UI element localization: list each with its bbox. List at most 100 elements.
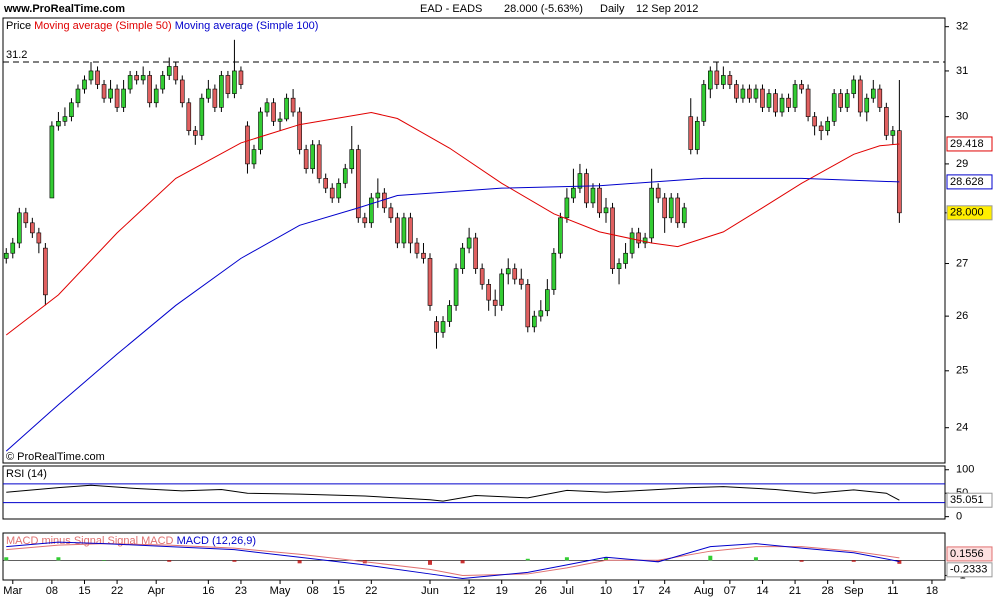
candle-body [160, 75, 166, 90]
value-tag [946, 136, 993, 152]
rsi-line [6, 484, 900, 502]
candle-body [316, 144, 322, 179]
candle-body [532, 315, 537, 328]
x-tick-label: 23 [235, 585, 247, 597]
candle-body [616, 263, 622, 269]
moving-average [5, 111, 900, 336]
candle-body [890, 130, 896, 136]
candle-body [101, 84, 107, 99]
candle-body [369, 197, 374, 224]
candle-body [610, 207, 615, 269]
candle-body [486, 284, 491, 301]
candle-body [375, 192, 381, 199]
histogram-bar [564, 557, 569, 561]
candle-body [16, 212, 22, 244]
candle-body [571, 187, 576, 199]
candle-body [23, 212, 29, 224]
candle-body [538, 310, 544, 317]
candle-body [264, 102, 270, 113]
value-tag-label: 28.000 [950, 207, 984, 219]
candle-body [792, 84, 798, 108]
candle-body [297, 111, 302, 150]
x-tick-label: Jun [421, 585, 439, 597]
candle-body [284, 97, 289, 120]
legend: Price Moving average (Simple 50) Moving … [6, 20, 318, 32]
candle-body [831, 93, 837, 122]
candle-body [694, 121, 700, 150]
candle-body [56, 121, 61, 127]
candle-body [3, 252, 9, 259]
candle-body [49, 125, 55, 199]
candle-body [329, 187, 335, 199]
candle-body [447, 305, 452, 322]
candle-body [688, 116, 694, 150]
histogram-bar [897, 560, 902, 564]
candle-body [43, 247, 48, 296]
histogram-bar [167, 560, 172, 562]
histogram-bar [708, 555, 713, 561]
candle-body [82, 79, 87, 90]
candle-body [492, 299, 498, 306]
x-tick-label: 17 [632, 585, 644, 597]
candle-body [114, 88, 120, 108]
x-tick-label: Sep [844, 585, 864, 597]
legend-ma50: Moving average (Simple 50) [34, 20, 172, 32]
candle-body [629, 232, 635, 254]
x-tick-label: 22 [365, 585, 377, 597]
x-tick-label: May [270, 585, 291, 597]
candle-body [681, 207, 687, 224]
candle-body [518, 278, 524, 285]
candle-body [388, 207, 394, 219]
histogram-bar [4, 557, 9, 561]
candle-body [649, 187, 654, 239]
candle-body [460, 247, 465, 269]
x-tick-label: 19 [496, 585, 508, 597]
candle-body [812, 116, 817, 127]
x-tick-label: Apr [148, 585, 165, 597]
value-tag [946, 492, 993, 508]
candle-body [108, 88, 113, 99]
histogram-bar [56, 557, 61, 561]
candle-body [603, 207, 609, 214]
macd-line-name: MACD (12,26,9) [177, 535, 256, 547]
macd-frame [2, 532, 946, 581]
candle-body [219, 75, 224, 108]
x-tick-label: 26 [535, 585, 547, 597]
candle-body [701, 84, 707, 122]
candle-body [642, 237, 648, 244]
rsi-frame [2, 465, 946, 520]
candle-body [714, 70, 720, 85]
y-tick-label: 27 [956, 257, 968, 269]
candle-body [147, 75, 152, 104]
histogram-bar [297, 560, 302, 564]
candle-body [238, 70, 244, 85]
candle-body [206, 88, 211, 99]
x-tick-label: 28 [822, 585, 834, 597]
value-tag [946, 205, 993, 221]
candle-body [473, 237, 478, 269]
candle-body [734, 84, 739, 99]
candle-body [173, 66, 179, 81]
histogram-bar [851, 560, 856, 562]
candle-body [786, 97, 791, 108]
histogram-bar [799, 560, 804, 562]
candle-body [857, 79, 863, 113]
x-tick-label: 16 [202, 585, 214, 597]
candle-body [721, 75, 726, 85]
candle-body [232, 70, 237, 94]
x-tick-label: 08 [46, 585, 58, 597]
candle-body [512, 268, 518, 280]
histogram-bar [232, 560, 237, 562]
macd-line [6, 541, 900, 579]
candle-body [153, 88, 159, 104]
candle-body [336, 182, 342, 199]
candle-body [303, 149, 309, 170]
site-name: www.ProRealTime.com [3, 3, 125, 15]
x-tick-label: 22 [111, 585, 123, 597]
y-tick-label: 31 [956, 65, 968, 77]
candle-body [773, 93, 778, 113]
candle-body [597, 187, 602, 214]
date: 12 Sep 2012 [636, 3, 698, 15]
candle-body [564, 197, 570, 219]
